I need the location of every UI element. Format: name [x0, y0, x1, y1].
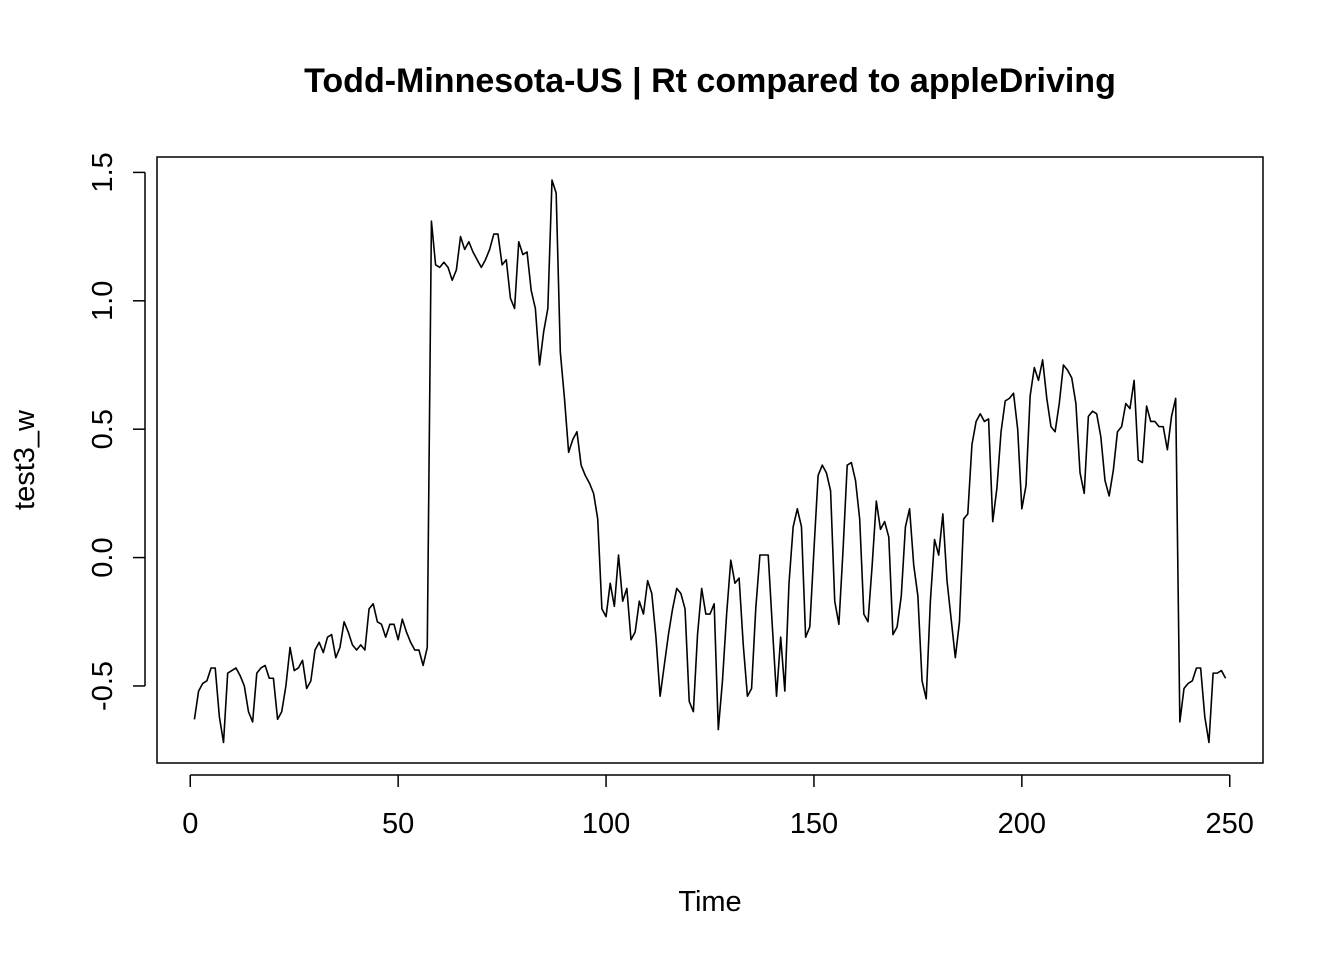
x-tick-label: 100 — [582, 808, 630, 840]
y-axis-label: test3_w — [9, 409, 41, 510]
series-line — [193, 179, 1227, 744]
x-axis: 0 50 100 150 200 250 — [182, 774, 1254, 840]
x-axis-label: Time — [678, 886, 741, 918]
x-tick-label: 50 — [382, 808, 414, 840]
y-tick-label: 1.5 — [87, 152, 119, 192]
y-tick-label: 1.0 — [87, 281, 119, 321]
x-tick-label: 150 — [790, 808, 838, 840]
x-tick-label: 200 — [998, 808, 1046, 840]
y-tick-label: 0.0 — [87, 537, 119, 577]
y-tick-label: -0.5 — [87, 661, 119, 711]
x-tick-label: 250 — [1206, 808, 1254, 840]
y-tick-label: 0.5 — [87, 409, 119, 449]
plot-frame — [156, 156, 1264, 764]
x-tick-label: 0 — [182, 808, 198, 840]
series-layer — [193, 179, 1227, 744]
chart-title: Todd-Minnesota-US | Rt compared to apple… — [304, 62, 1116, 100]
y-axis: -0.5 0.0 0.5 1.0 1.5 — [87, 152, 146, 711]
